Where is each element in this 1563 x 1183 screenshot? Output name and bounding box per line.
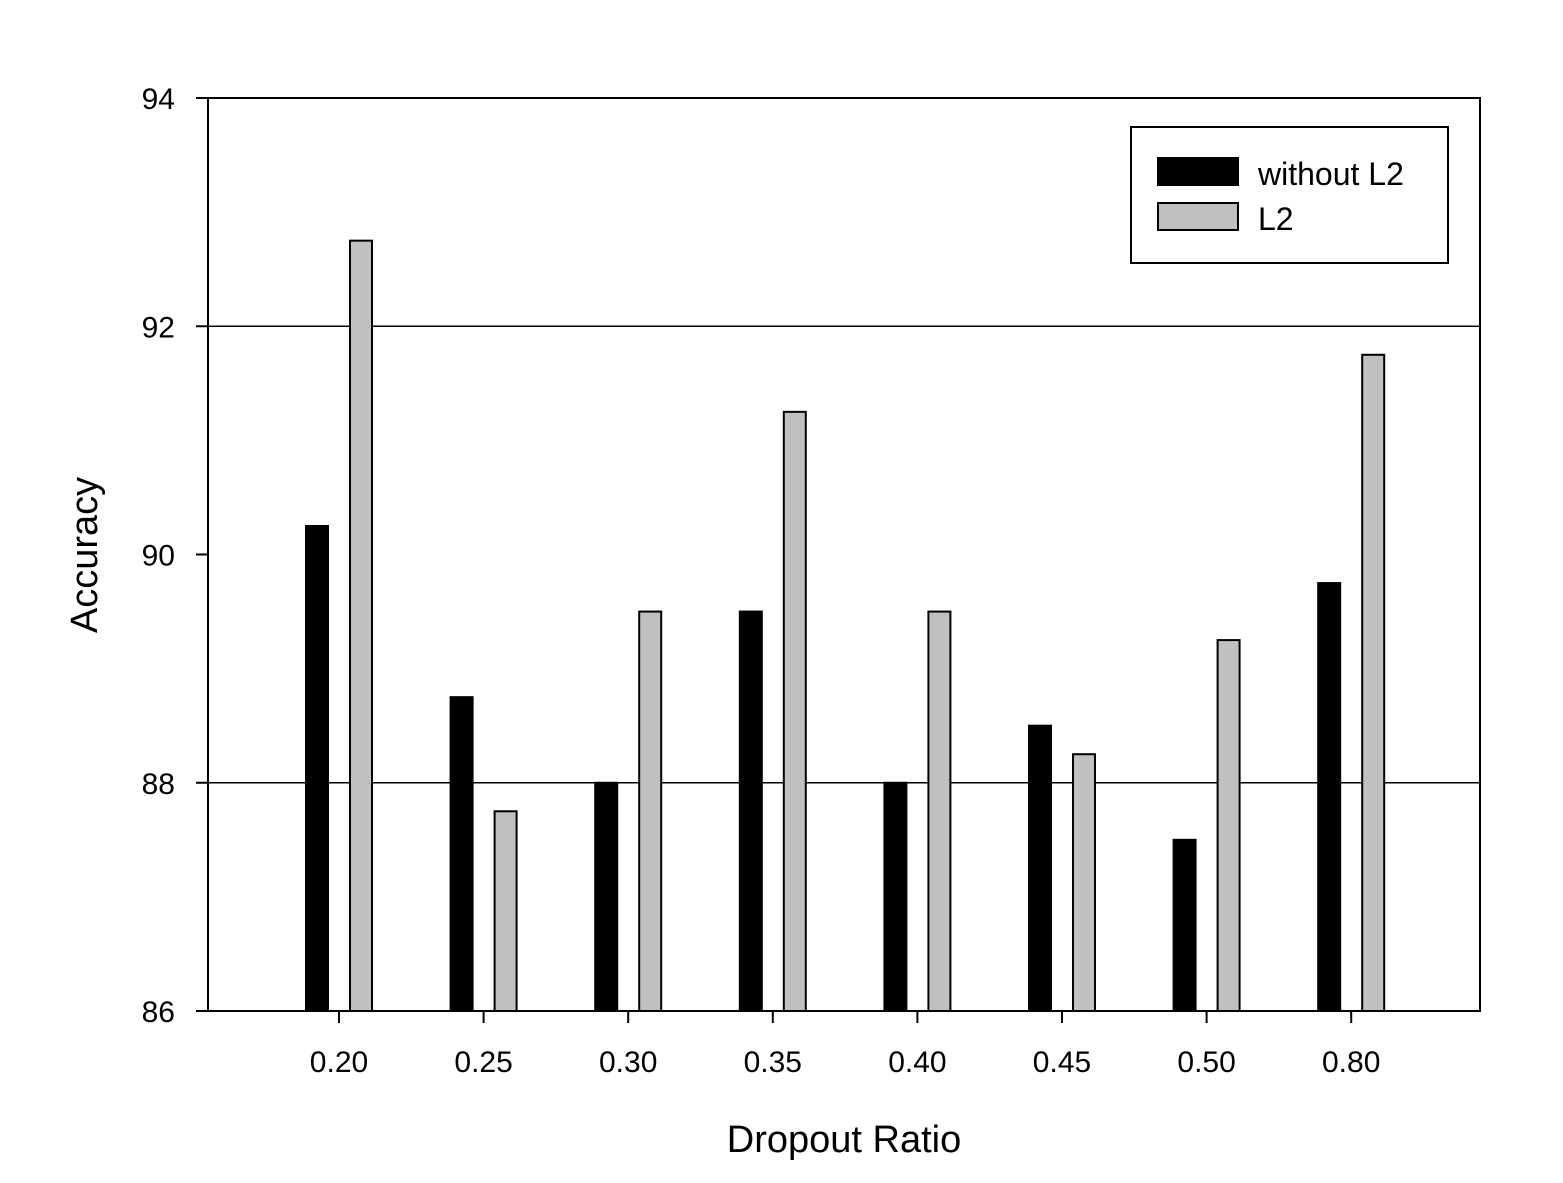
bar-without-l2-0.25 <box>449 696 474 1012</box>
x-tick-label: 0.50 <box>1177 1046 1235 1079</box>
x-tick-label: 0.45 <box>1033 1046 1091 1079</box>
bar-l2-0.35 <box>782 410 807 1012</box>
x-tick-label: 0.25 <box>454 1046 512 1079</box>
x-tick-label: 0.20 <box>310 1046 368 1079</box>
bar-l2-0.45 <box>1072 753 1096 1012</box>
x-axis-ticks: 0.20 0.25 0.30 0.35 0.40 0.45 0.50 0.80 <box>310 1011 1380 1079</box>
legend: without L2 L2 <box>1130 126 1449 264</box>
y-axis-title: Accuracy <box>64 477 106 633</box>
y-tick-label: 92 <box>142 311 175 344</box>
x-tick-label: 0.35 <box>744 1046 802 1079</box>
y-tick-label: 90 <box>142 540 175 573</box>
bar-l2-0.80 <box>1361 353 1386 1012</box>
y-axis-ticks: 86 88 90 92 94 <box>142 83 208 1029</box>
bar-without-l2-0.20 <box>305 524 329 1012</box>
y-tick-label: 88 <box>142 768 175 801</box>
bars <box>305 239 1386 1012</box>
bar-without-l2-0.80 <box>1317 582 1342 1012</box>
bar-without-l2-0.40 <box>883 781 908 1012</box>
legend-box <box>1130 126 1449 264</box>
bar-without-l2-0.35 <box>738 610 763 1012</box>
x-tick-label: 0.80 <box>1322 1046 1380 1079</box>
y-tick-label: 94 <box>142 83 175 116</box>
grid-lines <box>208 325 1480 784</box>
bar-without-l2-0.50 <box>1172 838 1197 1012</box>
x-tick-label: 0.40 <box>888 1046 946 1079</box>
x-axis-title: Dropout Ratio <box>727 1119 961 1161</box>
bar-l2-0.50 <box>1216 639 1241 1012</box>
legend-label-without-l2: without L2 <box>1257 156 1404 192</box>
bar-l2-0.25 <box>493 810 518 1012</box>
y-tick-label: 86 <box>142 996 175 1029</box>
bar-without-l2-0.45 <box>1028 724 1052 1012</box>
bar-l2-0.40 <box>927 610 952 1012</box>
bar-l2-0.20 <box>349 239 373 1012</box>
legend-label-l2: L2 <box>1258 201 1294 237</box>
bar-without-l2-0.30 <box>594 781 619 1012</box>
legend-swatch-l2 <box>1157 202 1239 231</box>
x-tick-label: 0.30 <box>599 1046 657 1079</box>
bar-l2-0.30 <box>638 610 663 1012</box>
legend-swatch-without-l2 <box>1157 157 1239 186</box>
